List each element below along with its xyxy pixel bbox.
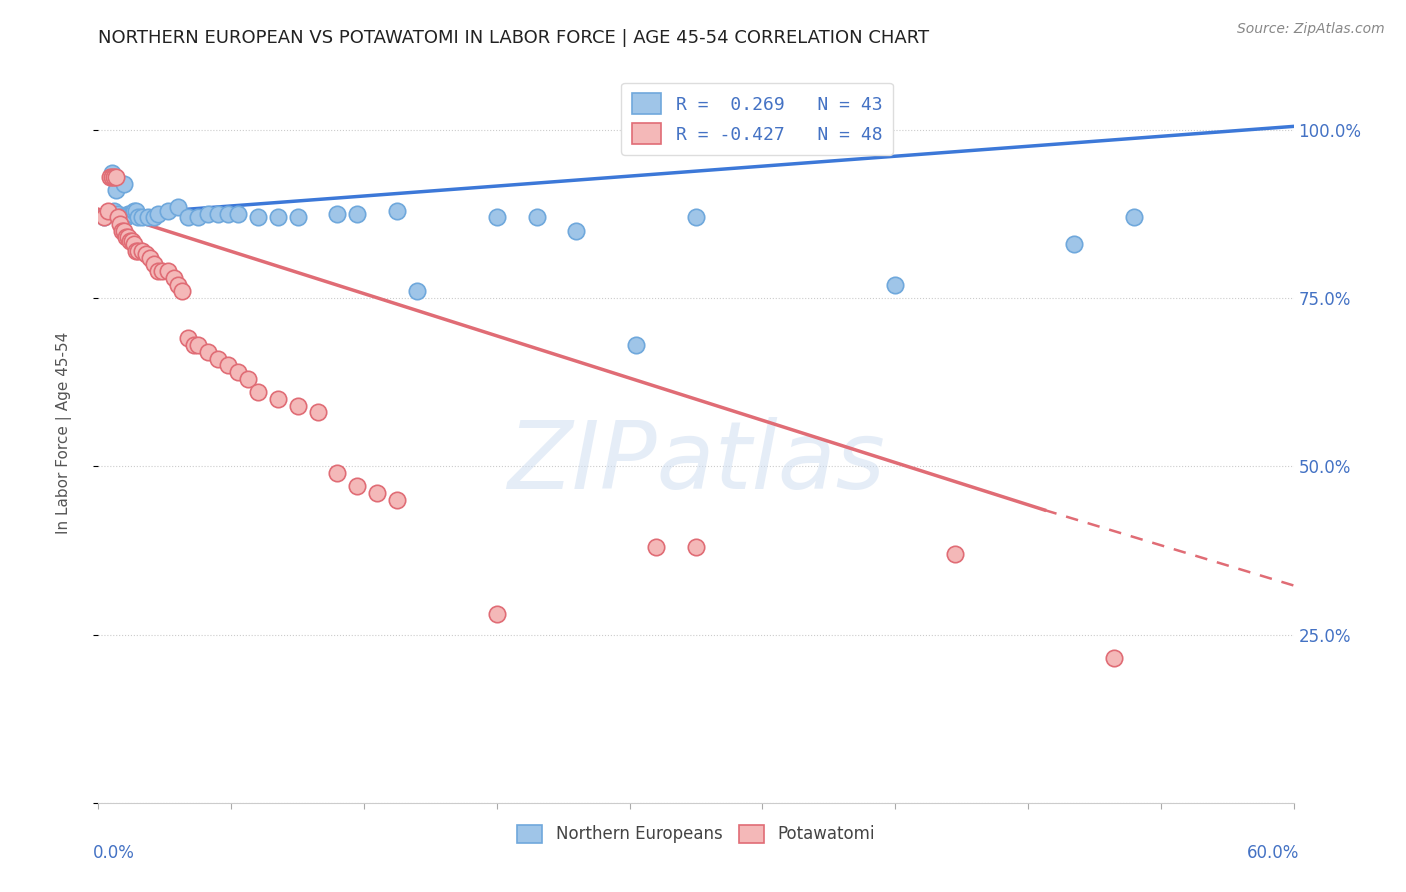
- Point: [385, 492, 409, 507]
- Point: [207, 351, 229, 366]
- Point: [136, 211, 159, 225]
- Point: [287, 399, 309, 413]
- Point: [98, 169, 122, 184]
- Point: [526, 211, 548, 225]
- Point: [177, 331, 200, 345]
- Point: [101, 169, 124, 184]
- Point: [124, 237, 146, 252]
- Point: [226, 207, 249, 221]
- Point: [121, 234, 143, 248]
- Point: [685, 540, 707, 554]
- Point: [884, 277, 907, 292]
- Point: [172, 285, 194, 299]
- Point: [97, 207, 120, 221]
- Point: [121, 207, 143, 221]
- Point: [139, 251, 162, 265]
- Point: [143, 257, 166, 271]
- Point: [105, 183, 128, 197]
- Point: [187, 211, 209, 225]
- Point: [197, 344, 219, 359]
- Point: [143, 211, 166, 225]
- Point: [187, 338, 209, 352]
- Point: [120, 207, 142, 221]
- Point: [93, 211, 115, 225]
- Point: [943, 547, 966, 561]
- Point: [127, 244, 149, 258]
- Point: [135, 247, 157, 261]
- Point: [217, 359, 239, 373]
- Point: [366, 486, 388, 500]
- Point: [97, 203, 120, 218]
- Point: [485, 607, 508, 622]
- Text: 60.0%: 60.0%: [1247, 844, 1299, 862]
- Point: [117, 230, 139, 244]
- Point: [110, 211, 132, 225]
- Point: [111, 211, 134, 225]
- Point: [287, 211, 309, 225]
- Point: [346, 479, 368, 493]
- Point: [115, 230, 138, 244]
- Point: [485, 211, 508, 225]
- Point: [110, 217, 132, 231]
- Point: [326, 466, 349, 480]
- Point: [267, 392, 290, 406]
- Point: [246, 211, 269, 225]
- Point: [183, 338, 205, 352]
- Text: ZIPatlas: ZIPatlas: [508, 417, 884, 508]
- Point: [125, 244, 148, 258]
- Point: [120, 234, 142, 248]
- Point: [1123, 211, 1146, 225]
- Point: [124, 203, 146, 218]
- Point: [148, 207, 170, 221]
- Point: [148, 264, 170, 278]
- Point: [103, 203, 125, 218]
- Point: [150, 264, 173, 278]
- Point: [167, 200, 190, 214]
- Point: [107, 211, 129, 225]
- Point: [177, 211, 200, 225]
- Point: [117, 207, 139, 221]
- Point: [1104, 651, 1126, 665]
- Point: [112, 177, 135, 191]
- Point: [207, 207, 229, 221]
- Point: [226, 365, 249, 379]
- Point: [645, 540, 668, 554]
- Point: [103, 169, 125, 184]
- Point: [157, 203, 180, 218]
- Legend: Northern Europeans, Potawatomi: Northern Europeans, Potawatomi: [510, 818, 882, 850]
- Point: [1063, 237, 1085, 252]
- Point: [115, 211, 138, 225]
- Point: [385, 203, 409, 218]
- Point: [131, 211, 153, 225]
- Point: [565, 224, 588, 238]
- Point: [157, 264, 180, 278]
- Point: [246, 385, 269, 400]
- Point: [125, 203, 148, 218]
- Y-axis label: In Labor Force | Age 45-54: In Labor Force | Age 45-54: [56, 332, 72, 533]
- Point: [307, 405, 329, 419]
- Point: [346, 207, 368, 221]
- Point: [685, 211, 707, 225]
- Point: [267, 211, 290, 225]
- Point: [626, 338, 648, 352]
- Point: [406, 285, 429, 299]
- Text: Source: ZipAtlas.com: Source: ZipAtlas.com: [1237, 22, 1385, 37]
- Point: [112, 224, 135, 238]
- Point: [326, 207, 349, 221]
- Point: [197, 207, 219, 221]
- Point: [101, 166, 124, 180]
- Point: [127, 211, 149, 225]
- Text: NORTHERN EUROPEAN VS POTAWATOMI IN LABOR FORCE | AGE 45-54 CORRELATION CHART: NORTHERN EUROPEAN VS POTAWATOMI IN LABOR…: [98, 29, 929, 47]
- Point: [93, 211, 115, 225]
- Point: [163, 270, 186, 285]
- Point: [131, 244, 153, 258]
- Point: [105, 169, 128, 184]
- Point: [167, 277, 190, 292]
- Point: [217, 207, 239, 221]
- Point: [111, 224, 134, 238]
- Point: [107, 207, 129, 221]
- Text: 0.0%: 0.0%: [93, 844, 135, 862]
- Point: [236, 372, 259, 386]
